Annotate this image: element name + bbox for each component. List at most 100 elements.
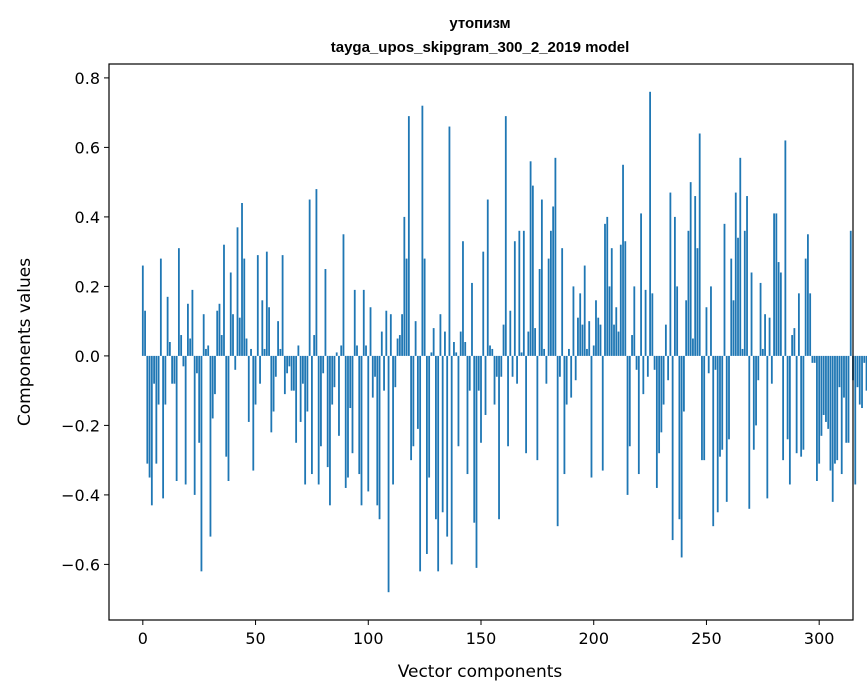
y-tick-label-5: 0.4 [75, 208, 100, 227]
bar-270 [750, 272, 753, 356]
bar-296 [809, 293, 812, 356]
bar-90 [344, 355, 347, 488]
bar-125 [423, 258, 426, 356]
bar-85 [333, 355, 336, 388]
bar-17 [180, 335, 183, 356]
bar-177 [540, 199, 543, 356]
bar-207 [608, 286, 611, 356]
bar-136 [448, 126, 451, 356]
bar-200 [592, 345, 595, 356]
bar-27 [202, 314, 205, 356]
bar-28 [205, 348, 207, 356]
bar-36 [223, 244, 225, 356]
bar-83 [329, 355, 331, 506]
bar-69 [297, 345, 300, 356]
bar-64 [286, 355, 289, 374]
bar-301 [820, 355, 823, 436]
bar-68 [295, 355, 298, 443]
bar-159 [500, 355, 503, 377]
bar-34 [218, 303, 221, 356]
bar-253 [712, 355, 715, 527]
bar-295 [807, 234, 809, 356]
bar-118 [407, 116, 410, 356]
bar-191 [572, 286, 575, 356]
bar-142 [462, 241, 464, 356]
bar-62 [281, 255, 284, 356]
bar-127 [428, 355, 431, 478]
bar-129 [432, 328, 435, 356]
bar-164 [511, 355, 514, 377]
bar-257 [721, 355, 724, 450]
bar-205 [604, 223, 606, 356]
bar-32 [214, 355, 216, 395]
bar-180 [547, 258, 550, 356]
bar-16 [177, 248, 180, 356]
bar-171 [527, 331, 530, 356]
bar-265 [739, 157, 742, 356]
bar-281 [775, 213, 778, 356]
x-tick-label-2: 100 [353, 629, 384, 648]
bar-225 [649, 91, 651, 356]
bar-109 [387, 355, 390, 593]
bar-202 [597, 317, 600, 356]
bar-105 [378, 355, 381, 520]
x-axis-ticks: 0 50 100 150 200 250 300 [138, 620, 834, 648]
bar-6 [155, 355, 158, 464]
bar-150 [480, 355, 482, 443]
bar-63 [283, 355, 286, 395]
bar-238 [678, 355, 681, 520]
bar-308 [836, 355, 839, 461]
bar-49 [252, 355, 255, 471]
bar-178 [543, 348, 546, 356]
bar-162 [507, 355, 509, 447]
bar-235 [671, 355, 674, 541]
bar-206 [606, 216, 609, 356]
bar-153 [486, 199, 489, 356]
bar-73 [306, 355, 309, 412]
bar-201 [595, 300, 597, 356]
bar-280 [773, 213, 775, 356]
bar-3 [148, 355, 151, 478]
bar-100 [367, 355, 370, 492]
bar-89 [342, 234, 345, 356]
y-tick-label-6: 0.6 [75, 138, 100, 157]
bar-185 [559, 355, 561, 377]
bar-123 [419, 355, 422, 572]
bar-97 [360, 355, 363, 506]
bar-310 [840, 355, 843, 475]
bar-139 [455, 352, 458, 356]
x-tick-label-1: 50 [245, 629, 265, 648]
bar-56 [268, 307, 270, 356]
bar-33 [216, 310, 219, 356]
y-axis-label: Components values [15, 258, 35, 426]
bar-285 [784, 140, 787, 356]
bar-50 [254, 355, 257, 405]
bar-19 [184, 355, 187, 485]
bar-218 [633, 286, 636, 356]
bar-26 [200, 355, 203, 572]
bar-268 [746, 196, 748, 356]
bar-25 [198, 355, 201, 443]
bar-54 [263, 348, 266, 356]
bar-275 [761, 348, 764, 356]
bar-299 [816, 355, 818, 481]
x-axis-label: Vector components [398, 662, 563, 682]
bar-304 [827, 355, 830, 429]
bar-245 [694, 196, 697, 356]
bar-237 [676, 286, 679, 356]
bar-292 [800, 355, 803, 457]
bar-317 [856, 355, 859, 388]
bar-233 [667, 355, 670, 381]
bar-141 [459, 331, 462, 356]
bar-130 [435, 355, 437, 520]
bar-18 [182, 355, 185, 367]
bar-5 [153, 355, 155, 384]
bar-137 [450, 355, 453, 565]
bar-223 [644, 289, 647, 356]
bar-113 [396, 338, 399, 356]
bar-13 [171, 355, 174, 384]
bar-230 [660, 355, 663, 433]
bar-15 [175, 355, 178, 481]
bar-157 [495, 355, 498, 377]
bar-254 [714, 355, 717, 370]
